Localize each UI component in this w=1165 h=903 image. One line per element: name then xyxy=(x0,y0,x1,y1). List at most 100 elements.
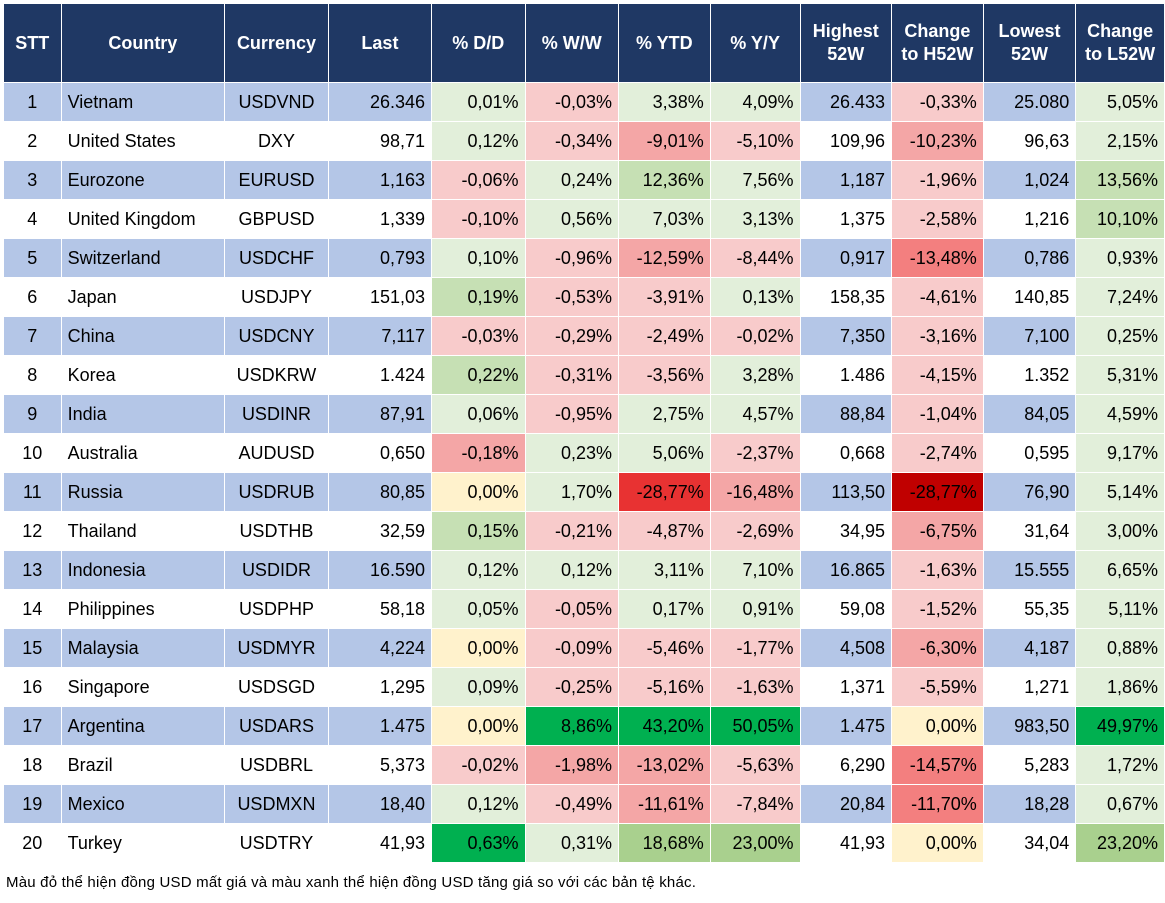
cell-chh: -0,33% xyxy=(891,82,984,122)
cell-low: 5,283 xyxy=(982,745,1077,785)
cell-stt: 11 xyxy=(3,472,62,512)
cell-ytd: -5,16% xyxy=(617,667,711,707)
cell-low: 15.555 xyxy=(982,550,1077,590)
cell-currency: USDKRW xyxy=(224,355,329,395)
cell-ww: -0,53% xyxy=(524,277,619,317)
cell-country: United States xyxy=(60,121,226,161)
cell-currency: USDTRY xyxy=(224,823,329,863)
cell-high: 34,95 xyxy=(799,511,893,551)
cell-country: Thailand xyxy=(60,511,226,551)
header-chl: Change to L52W xyxy=(1075,3,1165,83)
cell-country: Switzerland xyxy=(60,238,226,278)
cell-yy: 0,13% xyxy=(709,277,801,317)
cell-yy: 4,57% xyxy=(709,394,801,434)
cell-last: 80,85 xyxy=(327,472,433,512)
cell-high: 109,96 xyxy=(799,121,893,161)
cell-dd: 0,05% xyxy=(431,589,526,629)
cell-high: 41,93 xyxy=(799,823,893,863)
header-currency: Currency xyxy=(224,3,329,83)
cell-high: 6,290 xyxy=(799,745,893,785)
cell-low: 55,35 xyxy=(982,589,1077,629)
table-body: 1 Vietnam USDVND 26.346 0,01% -0,03% 3,38% 4,09… xyxy=(3,82,1165,863)
cell-ww: -0,25% xyxy=(524,667,619,707)
table-row: 17 Argentina USDARS 1.475 0,00% 8,86% 43,20% 50… xyxy=(3,706,1165,746)
cell-yy: 4,09% xyxy=(709,82,801,122)
cell-currency: USDJPY xyxy=(224,277,329,317)
cell-high: 1,371 xyxy=(799,667,893,707)
cell-chh: -2,74% xyxy=(891,433,984,473)
cell-last: 98,71 xyxy=(327,121,433,161)
cell-chh: -3,16% xyxy=(891,316,984,356)
cell-chh: -1,96% xyxy=(891,160,984,200)
table-row: 18 Brazil USDBRL 5,373 -0,02% -1,98% -13,02% -5… xyxy=(3,745,1165,785)
cell-currency: USDSGD xyxy=(224,667,329,707)
table-row: 7 China USDCNY 7,117 -0,03% -0,29% -2,49% -0,02… xyxy=(3,316,1165,356)
cell-stt: 2 xyxy=(3,121,62,161)
cell-dd: -0,02% xyxy=(431,745,526,785)
cell-ww: -0,09% xyxy=(524,628,619,668)
cell-chl: 5,14% xyxy=(1075,472,1165,512)
cell-stt: 9 xyxy=(3,394,62,434)
cell-last: 1,163 xyxy=(327,160,433,200)
cell-dd: 0,00% xyxy=(431,628,526,668)
cell-dd: 0,00% xyxy=(431,472,526,512)
header-stt: STT xyxy=(3,3,62,83)
cell-stt: 10 xyxy=(3,433,62,473)
cell-chh: -6,75% xyxy=(891,511,984,551)
cell-chl: 0,88% xyxy=(1075,628,1165,668)
cell-country: Mexico xyxy=(60,784,226,824)
cell-ww: -1,98% xyxy=(524,745,619,785)
cell-country: Australia xyxy=(60,433,226,473)
cell-low: 76,90 xyxy=(982,472,1077,512)
cell-chl: 13,56% xyxy=(1075,160,1165,200)
cell-country: India xyxy=(60,394,226,434)
cell-chl: 5,11% xyxy=(1075,589,1165,629)
cell-ytd: -2,49% xyxy=(617,316,711,356)
cell-last: 0,650 xyxy=(327,433,433,473)
header-last: Last xyxy=(327,3,433,83)
table-row: 6 Japan USDJPY 151,03 0,19% -0,53% -3,91% 0,13%… xyxy=(3,277,1165,317)
cell-low: 0,595 xyxy=(982,433,1077,473)
cell-currency: USDTHB xyxy=(224,511,329,551)
cell-ytd: 2,75% xyxy=(617,394,711,434)
table-row: 2 United States DXY 98,71 0,12% -0,34% -9,01% -… xyxy=(3,121,1165,161)
cell-ww: -0,95% xyxy=(524,394,619,434)
header-country: Country xyxy=(60,3,226,83)
cell-ww: -0,31% xyxy=(524,355,619,395)
cell-currency: USDCNY xyxy=(224,316,329,356)
cell-stt: 16 xyxy=(3,667,62,707)
cell-last: 87,91 xyxy=(327,394,433,434)
cell-stt: 8 xyxy=(3,355,62,395)
cell-ytd: -4,87% xyxy=(617,511,711,551)
cell-low: 1,271 xyxy=(982,667,1077,707)
table-row: 1 Vietnam USDVND 26.346 0,01% -0,03% 3,38% 4,09… xyxy=(3,82,1165,122)
cell-chl: 5,31% xyxy=(1075,355,1165,395)
cell-ww: -0,03% xyxy=(524,82,619,122)
cell-last: 5,373 xyxy=(327,745,433,785)
cell-country: Singapore xyxy=(60,667,226,707)
table-row: 13 Indonesia USDIDR 16.590 0,12% 0,12% 3,11% 7,… xyxy=(3,550,1165,590)
cell-low: 31,64 xyxy=(982,511,1077,551)
cell-currency: DXY xyxy=(224,121,329,161)
cell-last: 1.424 xyxy=(327,355,433,395)
table-row: 16 Singapore USDSGD 1,295 0,09% -0,25% -5,16% -… xyxy=(3,667,1165,707)
table-row: 15 Malaysia USDMYR 4,224 0,00% -0,09% -5,46% -1… xyxy=(3,628,1165,668)
cell-last: 16.590 xyxy=(327,550,433,590)
cell-ww: 0,24% xyxy=(524,160,619,200)
table-row: 14 Philippines USDPHP 58,18 0,05% -0,05% 0,17%… xyxy=(3,589,1165,629)
cell-yy: 7,56% xyxy=(709,160,801,200)
cell-low: 4,187 xyxy=(982,628,1077,668)
cell-stt: 13 xyxy=(3,550,62,590)
cell-high: 113,50 xyxy=(799,472,893,512)
cell-chh: -28,77% xyxy=(891,472,984,512)
cell-currency: USDARS xyxy=(224,706,329,746)
cell-chl: 4,59% xyxy=(1075,394,1165,434)
cell-chl: 5,05% xyxy=(1075,82,1165,122)
cell-dd: 0,10% xyxy=(431,238,526,278)
cell-currency: USDMXN xyxy=(224,784,329,824)
cell-ytd: 3,11% xyxy=(617,550,711,590)
cell-dd: 0,19% xyxy=(431,277,526,317)
cell-chh: -2,58% xyxy=(891,199,984,239)
cell-last: 26.346 xyxy=(327,82,433,122)
cell-last: 0,793 xyxy=(327,238,433,278)
